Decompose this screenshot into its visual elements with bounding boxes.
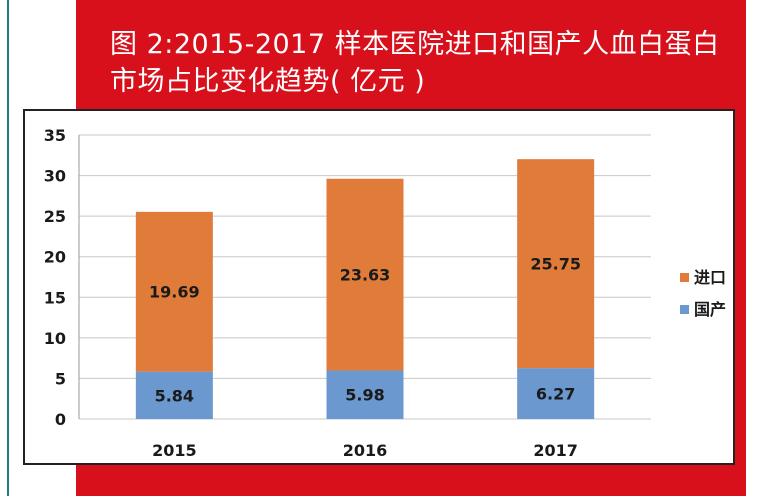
data-labels: 5.84 19.69 5.98 23.63 6.27 25.75 — [149, 255, 581, 406]
legend-swatch-import — [680, 273, 689, 282]
data-label-domestic-2016: 5.98 — [345, 386, 384, 405]
data-label-import-2017: 25.75 — [530, 255, 581, 274]
bar-import-2015 — [135, 211, 213, 372]
chart-frame: 0 5 10 15 20 25 30 35 5.84 19.69 5.98 23.63 6.27 25.… — [23, 109, 735, 465]
y-tick-label-20: 20 — [44, 248, 66, 267]
y-tick-label-10: 10 — [44, 329, 66, 348]
bar-import-2017 — [517, 159, 595, 369]
x-axis-ticks: 2015 2016 2017 — [152, 441, 578, 460]
y-tick-label-15: 15 — [44, 288, 66, 307]
bar-domestic-2017 — [517, 368, 595, 419]
bar-import-2016 — [326, 178, 404, 371]
left-accent-line — [7, 0, 9, 496]
bar-domestic-2016 — [326, 370, 404, 419]
y-tick-label-0: 0 — [55, 410, 66, 429]
chart-title-line-2: 市场占比变化趋势( 亿元 ) — [110, 66, 426, 97]
x-tick-label-2016: 2016 — [343, 441, 388, 460]
data-label-import-2015: 19.69 — [149, 283, 200, 302]
y-axis-ticks: 0 5 10 15 20 25 30 35 — [44, 126, 66, 429]
x-tick-label-2015: 2015 — [152, 441, 197, 460]
bars — [135, 159, 595, 419]
y-tick-label-35: 35 — [44, 126, 66, 145]
data-label-domestic-2015: 5.84 — [155, 386, 194, 405]
stacked-bar-chart: 0 5 10 15 20 25 30 35 5.84 19.69 5.98 23.63 6.27 25.… — [44, 126, 726, 460]
y-tick-label-30: 30 — [44, 167, 66, 186]
bar-domestic-2015 — [135, 371, 213, 419]
chart-title: 图 2:2015-2017 样本医院进口和国产人血白蛋白 市场占比变化趋势( 亿… — [110, 26, 730, 100]
data-label-domestic-2017: 6.27 — [536, 385, 575, 404]
y-tick-label-25: 25 — [44, 207, 66, 226]
y-tick-label-5: 5 — [55, 369, 66, 388]
legend-swatch-domestic — [680, 305, 689, 314]
x-tick-label-2017: 2017 — [533, 441, 578, 460]
legend-label-domestic: 国产 — [694, 300, 726, 319]
chart-title-line-1: 图 2:2015-2017 样本医院进口和国产人血白蛋白 — [110, 29, 720, 60]
data-label-import-2016: 23.63 — [340, 266, 391, 285]
legend-label-import: 进口 — [694, 268, 726, 287]
